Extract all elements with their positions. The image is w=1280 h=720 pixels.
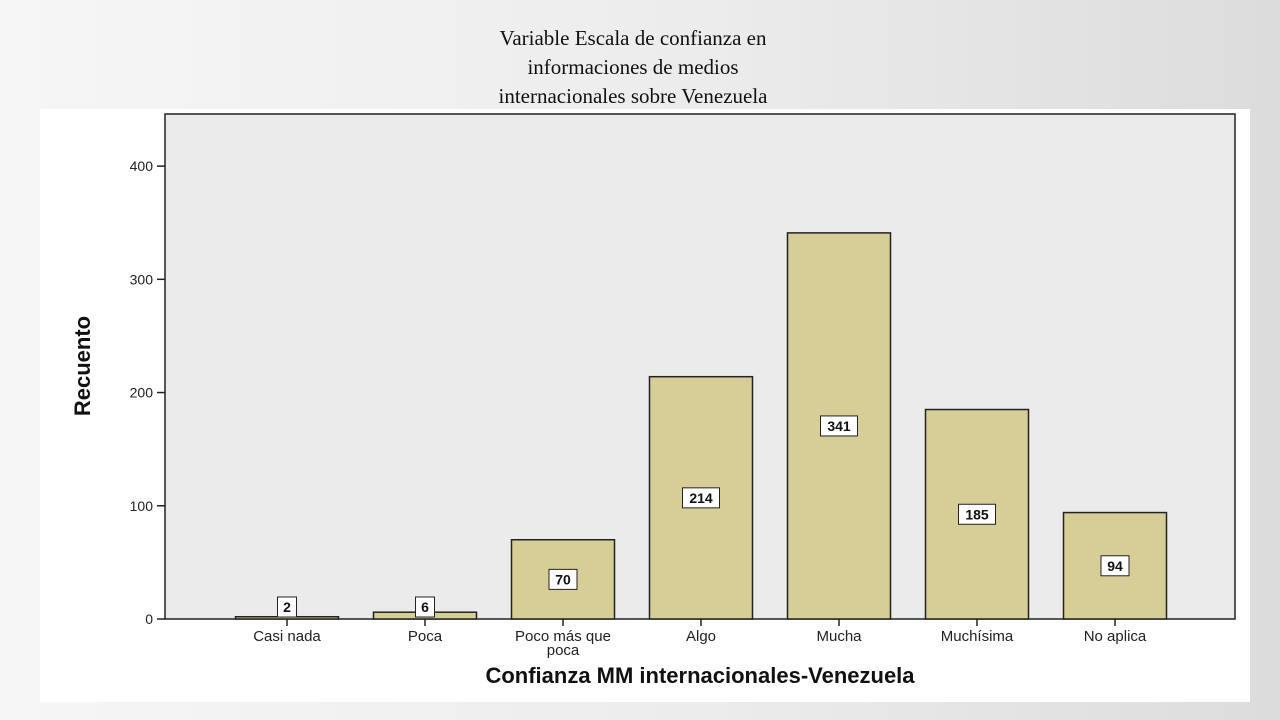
data-label-text: 185 (965, 506, 989, 522)
x-category-label: Mucha (816, 628, 862, 645)
data-label-box (958, 503, 996, 525)
data-label: 2 (277, 596, 297, 618)
x-category-label: Algo (686, 628, 716, 645)
data-label: 341 (820, 415, 858, 437)
x-category-label: Muchísima (941, 628, 1014, 645)
data-label-box (277, 596, 297, 618)
bars-group: 2 6 70 214 341 185 94 (234, 232, 1168, 620)
x-category-label: No aplica (1084, 628, 1147, 645)
data-label-text: 341 (827, 418, 851, 434)
data-label: 6 (415, 596, 435, 618)
bar (510, 538, 616, 620)
x-category-label: Casi nada (253, 628, 321, 645)
data-label-text: 70 (555, 571, 571, 587)
slide-title-line-3: internacionales sobre Venezuela (498, 84, 768, 108)
slide-title-line-2: informaciones de medios (527, 55, 739, 79)
data-label: 214 (682, 487, 720, 509)
slide-title-line-1: Variable Escala de confianza en (499, 26, 767, 50)
chart-panel: 0 100 200 300 400 Casi nada Poca Poco más que p… (40, 109, 1250, 702)
y-tick-label: 200 (130, 385, 154, 401)
data-label-text: 6 (421, 599, 429, 615)
data-label-box (415, 596, 435, 618)
y-axis: 0 100 200 300 400 (130, 158, 165, 627)
bar-chart: 0 100 200 300 400 Casi nada Poca Poco más que p… (70, 113, 1236, 688)
data-label-box (820, 415, 858, 437)
y-tick-label: 100 (130, 498, 154, 514)
y-axis-title: Recuento (70, 316, 95, 416)
data-label: 185 (958, 503, 996, 525)
data-label-box (682, 487, 720, 509)
slide-title: Variable Escala de confianza en informac… (380, 24, 886, 111)
data-label: 94 (1100, 555, 1130, 577)
x-axis-title: Confianza MM internacionales-Venezuela (485, 663, 915, 688)
x-axis: Casi nada Poca Poco más que poca Algo Mucha Mu… (253, 619, 1147, 659)
x-category-label: Poca (408, 628, 443, 645)
data-label-text: 214 (689, 490, 713, 506)
data-label: 70 (548, 568, 578, 590)
y-tick-label: 300 (130, 271, 154, 287)
data-label-text: 94 (1107, 558, 1123, 574)
data-label-box (1100, 555, 1130, 577)
x-category-label: Poco más que poca (515, 628, 611, 659)
y-tick-label: 0 (145, 611, 153, 627)
y-tick-label: 400 (130, 158, 154, 174)
data-label-box (548, 568, 578, 590)
data-label-text: 2 (283, 599, 291, 615)
